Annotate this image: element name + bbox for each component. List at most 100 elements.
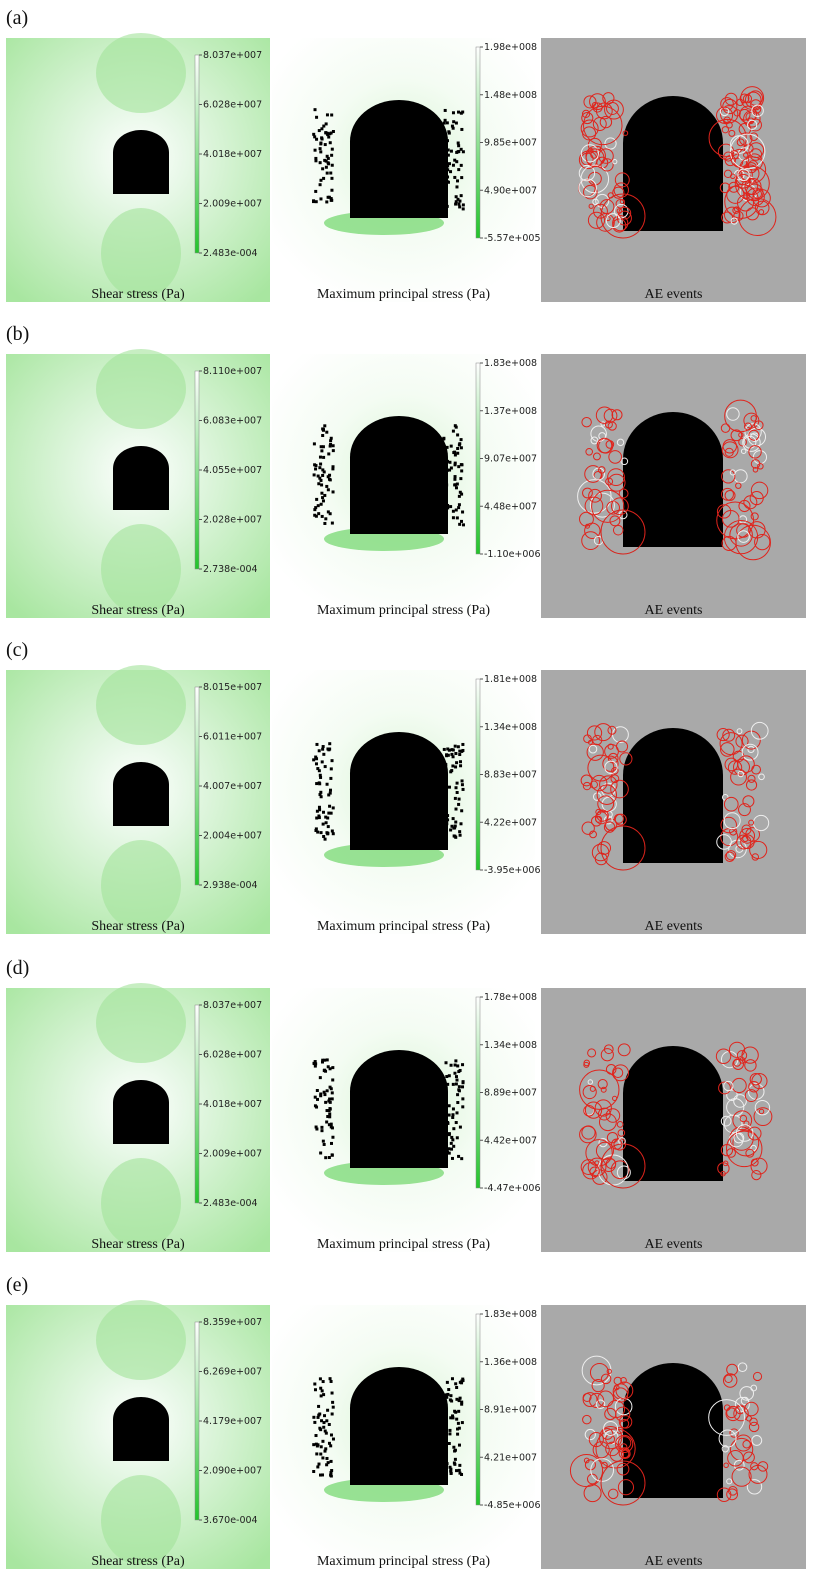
damage-speck <box>456 782 459 785</box>
damage-speck <box>459 764 462 767</box>
damage-speck <box>454 765 457 768</box>
colorbar-label: 1.34e+008 <box>484 722 537 733</box>
colorbar-label: -3.95e+006 <box>484 865 541 876</box>
damage-speck <box>455 808 458 811</box>
colorbar-label: 8.015e+007 <box>203 682 262 693</box>
panel-caption: Maximum principal stress (Pa) <box>317 287 490 302</box>
damage-speck <box>454 835 457 838</box>
damage-speck <box>319 774 322 777</box>
colorbar-label: 1.83e+008 <box>484 358 537 369</box>
damage-speck <box>330 812 333 815</box>
damage-speck <box>319 1387 322 1390</box>
damage-speck <box>454 463 457 466</box>
damage-speck <box>323 424 326 427</box>
damage-speck <box>315 200 318 203</box>
damage-speck <box>461 1421 464 1424</box>
damage-speck <box>328 1112 331 1115</box>
damage-speck <box>444 109 447 112</box>
damage-speck <box>323 1143 326 1146</box>
damage-speck <box>314 108 317 111</box>
damage-speck <box>456 198 459 201</box>
damage-speck <box>453 159 456 162</box>
damage-speck <box>454 1458 457 1461</box>
damage-speck <box>460 1157 463 1160</box>
damage-speck <box>323 522 326 525</box>
damage-speck <box>457 142 460 145</box>
colorbar-label: -5.57e+005 <box>484 233 541 244</box>
damage-speck <box>451 1113 454 1116</box>
damage-speck <box>328 1423 331 1426</box>
damage-speck <box>330 199 333 202</box>
damage-speck <box>449 1394 452 1397</box>
panel-caption: AE events <box>645 603 703 618</box>
panel: AE events <box>541 38 806 302</box>
damage-speck <box>452 510 455 513</box>
tunnel <box>113 1397 169 1461</box>
damage-speck <box>330 113 333 116</box>
damage-speck <box>461 1097 464 1100</box>
damage-speck <box>316 1098 319 1101</box>
damage-speck <box>455 1418 458 1421</box>
damage-speck <box>325 166 328 169</box>
damage-speck <box>460 809 463 812</box>
tunnel <box>113 762 169 826</box>
damage-speck <box>451 1377 454 1380</box>
damage-speck <box>461 1105 464 1108</box>
damage-speck <box>314 829 317 832</box>
damage-speck <box>451 1414 454 1417</box>
tunnel <box>350 1367 448 1485</box>
row-label: (d) <box>6 957 29 979</box>
panel: 8.015e+0076.011e+0074.007e+0072.004e+007… <box>6 665 270 934</box>
damage-speck <box>330 1433 333 1436</box>
damage-speck <box>325 821 328 824</box>
panel-caption: AE events <box>645 1554 703 1569</box>
damage-speck <box>323 1059 326 1062</box>
colorbar-label: 9.07e+007 <box>484 454 537 465</box>
damage-speck <box>315 1452 318 1455</box>
damage-speck <box>448 1432 451 1435</box>
damage-speck <box>454 1382 457 1385</box>
damage-speck <box>315 498 318 501</box>
damage-speck <box>460 128 463 131</box>
damage-speck <box>321 515 324 518</box>
damage-speck <box>319 197 322 200</box>
damage-speck <box>454 752 457 755</box>
damage-speck <box>318 806 321 809</box>
damage-speck <box>319 161 322 164</box>
damage-speck <box>458 750 461 753</box>
tunnel <box>623 1046 723 1181</box>
damage-speck <box>452 817 455 820</box>
panel: 1.98e+0081.48e+0089.85e+0074.90e+007-5.5… <box>272 38 541 302</box>
colorbar-label: 2.004e+007 <box>203 831 262 842</box>
damage-speck <box>460 1473 463 1476</box>
damage-speck <box>452 120 455 123</box>
damage-speck <box>324 1450 327 1453</box>
damage-speck <box>460 469 463 472</box>
damage-speck <box>450 825 453 828</box>
damage-speck <box>462 523 465 526</box>
damage-speck <box>454 203 457 206</box>
colorbar-label: -4.85e+006 <box>484 1500 541 1511</box>
damage-speck <box>456 1433 459 1436</box>
colorbar-label: 1.98e+008 <box>484 42 537 53</box>
damage-speck <box>322 835 325 838</box>
damage-speck <box>325 1120 328 1123</box>
damage-speck <box>448 749 451 752</box>
damage-speck <box>326 1115 329 1118</box>
colorbar-label: 1.34e+008 <box>484 1040 537 1051</box>
damage-speck <box>454 424 457 427</box>
damage-speck <box>454 745 457 748</box>
stress-lobe <box>96 665 186 745</box>
damage-speck <box>451 764 454 767</box>
damage-speck <box>314 464 317 467</box>
tunnel <box>113 130 169 194</box>
colorbar-label: 1.83e+008 <box>484 1309 537 1320</box>
damage-speck <box>460 446 463 449</box>
panel: 8.359e+0076.269e+0074.179e+0072.090e+007… <box>6 1300 270 1569</box>
damage-speck <box>445 1061 448 1064</box>
damage-speck <box>329 512 332 515</box>
damage-speck <box>328 742 331 745</box>
damage-speck <box>322 1140 325 1143</box>
damage-speck <box>462 1081 465 1084</box>
damage-speck <box>328 748 331 751</box>
